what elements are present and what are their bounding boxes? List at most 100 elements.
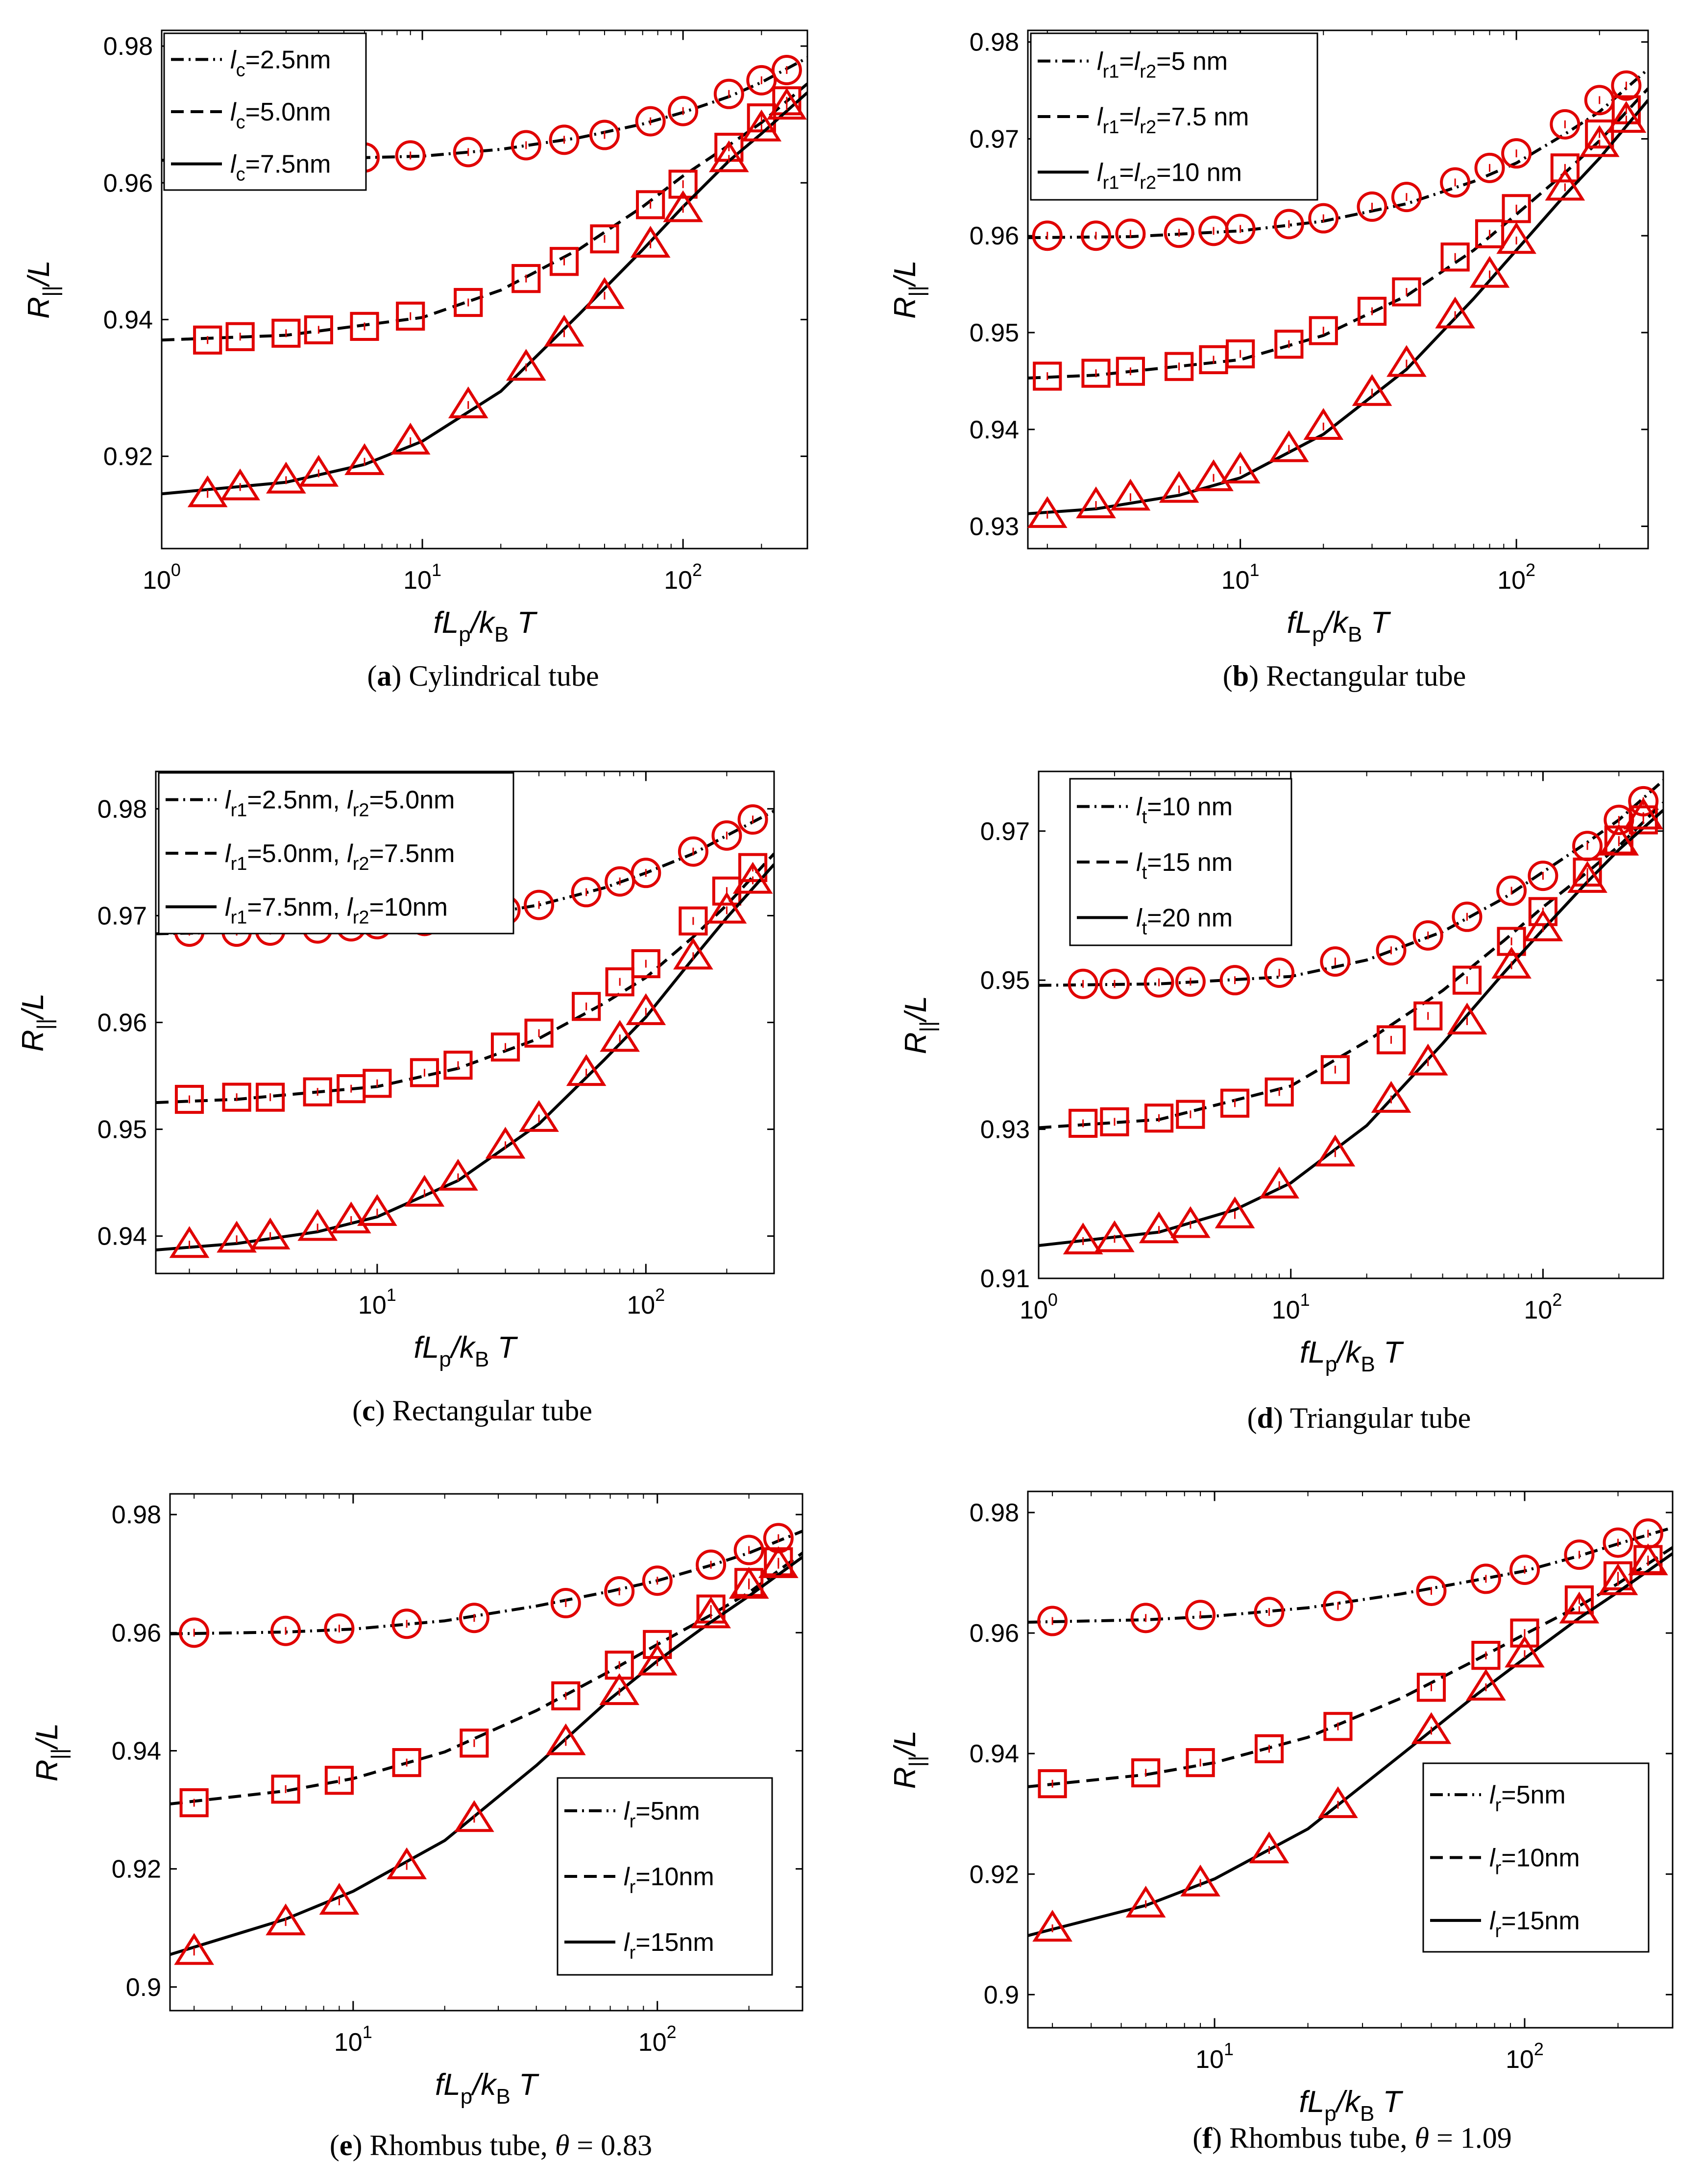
- data-point-triangle: [1435, 296, 1475, 329]
- data-point-square: [1100, 1107, 1129, 1136]
- data-point-circle: [270, 1615, 301, 1646]
- series-dashed: [1028, 1545, 1673, 1799]
- data-point-circle: [1474, 152, 1505, 183]
- data-point-square: [1165, 352, 1194, 381]
- y-tick-label: 0.96: [970, 222, 1019, 250]
- data-point-square: [1131, 1758, 1161, 1788]
- data-point-circle: [668, 96, 699, 126]
- data-point-square: [392, 1748, 421, 1777]
- data-point-triangle: [1496, 222, 1536, 254]
- legend-entry: lt=10 nm: [1136, 793, 1233, 828]
- series-line: [162, 56, 807, 162]
- data-point-triangle: [217, 1221, 257, 1253]
- data-point-square: [1416, 1673, 1446, 1702]
- y-tick-label: 0.98: [970, 28, 1019, 57]
- legend: lr1=lr2=5 nm lr1=lr2=7.5 nm lr1=lr2=10 nm: [1030, 32, 1318, 201]
- x-axis-label: fLp/kB T: [434, 606, 538, 647]
- data-point-triangle: [1352, 374, 1392, 406]
- data-point-triangle: [630, 226, 671, 258]
- panel-caption: (c) Rectangular tube: [352, 1394, 592, 1427]
- data-point-triangle: [1110, 479, 1151, 511]
- data-point-triangle: [1259, 1166, 1300, 1199]
- data-point-square: [1550, 153, 1580, 183]
- data-point-triangle: [220, 468, 261, 501]
- data-point-triangle: [1598, 1563, 1638, 1595]
- data-point-square: [1033, 361, 1062, 391]
- series-line: [1039, 801, 1663, 1129]
- x-tick-label: 100: [143, 560, 181, 595]
- legend: lc=2.5nm lc=5.0nm lc=7.5nm: [163, 32, 367, 191]
- data-point-square: [605, 967, 634, 997]
- series-dashdot: [1028, 1518, 1673, 1636]
- data-point-square: [524, 1018, 554, 1048]
- legend-entry: lr=15nm: [1489, 1907, 1580, 1942]
- series-line: [1028, 99, 1648, 515]
- data-point-circle: [1273, 209, 1304, 240]
- data-point-triangle: [1545, 168, 1585, 201]
- data-point-triangle: [1159, 471, 1199, 503]
- data-point-square: [256, 1082, 285, 1112]
- x-tick-label: 102: [1524, 1290, 1562, 1324]
- data-point-triangle: [1318, 1786, 1358, 1818]
- data-point-square: [1069, 1108, 1098, 1138]
- data-point-triangle: [1466, 1669, 1506, 1701]
- data-point-circle: [324, 1613, 355, 1644]
- y-tick-label: 0.94: [97, 1223, 147, 1251]
- data-point-square: [193, 325, 222, 355]
- data-point-triangle: [767, 88, 807, 120]
- data-point-square: [1274, 330, 1304, 359]
- data-point-triangle: [438, 1158, 478, 1191]
- data-point-triangle: [1139, 1211, 1179, 1244]
- data-point-circle: [737, 804, 768, 835]
- series-line: [170, 1530, 802, 1635]
- series-line: [162, 91, 807, 496]
- series-line: [1039, 809, 1663, 1247]
- data-point-circle: [1320, 946, 1351, 977]
- data-point-circle: [459, 1603, 489, 1633]
- data-point-square: [1502, 194, 1531, 223]
- plot-frame: [161, 29, 808, 550]
- data-point-triangle: [544, 314, 584, 347]
- data-point-triangle: [357, 1194, 397, 1226]
- y-tick-label: 0.96: [103, 169, 153, 197]
- data-point-triangle: [1411, 1712, 1452, 1744]
- data-point-triangle: [519, 1100, 559, 1132]
- x-tick-label: 102: [1497, 560, 1535, 595]
- data-point-square: [1081, 359, 1111, 388]
- y-tick-label: 0.98: [97, 795, 147, 823]
- data-point-triangle: [545, 1723, 586, 1755]
- x-tick-label: 100: [1020, 1290, 1058, 1324]
- series-line: [170, 1556, 802, 1956]
- y-tick-label: 0.94: [103, 306, 153, 334]
- data-point-circle: [1496, 875, 1527, 906]
- legend: lr1=2.5nm, lr2=5.0nm lr1=5.0nm, lr2=7.5nm…: [158, 772, 514, 935]
- data-point-triangle: [599, 1673, 640, 1705]
- panel-caption: (d) Triangular tube: [1247, 1402, 1471, 1434]
- x-tick-label: 102: [664, 560, 702, 595]
- data-point-square: [1440, 242, 1470, 272]
- y-tick-label: 0.93: [980, 1116, 1030, 1144]
- y-tick-label: 0.95: [97, 1116, 147, 1144]
- data-point-triangle: [1125, 1885, 1166, 1918]
- data-point-square: [271, 1775, 300, 1804]
- legend-entry: lr1=lr2=5 nm: [1097, 48, 1228, 82]
- legend-entry: lr=5nm: [1489, 1781, 1566, 1816]
- data-point-circle: [1068, 968, 1098, 999]
- x-axis-label: fLp/kB T: [435, 2068, 539, 2109]
- data-point-square: [668, 169, 698, 199]
- series-line: [1028, 1546, 1673, 1788]
- data-point-triangle: [1447, 1003, 1487, 1035]
- data-point-square: [443, 1051, 473, 1080]
- x-tick-label: 102: [627, 1285, 665, 1320]
- plot-frame: [1038, 770, 1664, 1279]
- data-point-square: [1254, 1734, 1284, 1763]
- data-point-triangle: [1599, 823, 1639, 856]
- data-point-square: [1376, 1025, 1406, 1055]
- data-point-triangle: [485, 1127, 526, 1159]
- data-point-circle: [1175, 966, 1206, 997]
- data-point-circle: [179, 1617, 210, 1648]
- data-point-triangle: [169, 1226, 210, 1258]
- data-point-triangle: [584, 277, 625, 309]
- data-point-square: [1038, 1769, 1067, 1799]
